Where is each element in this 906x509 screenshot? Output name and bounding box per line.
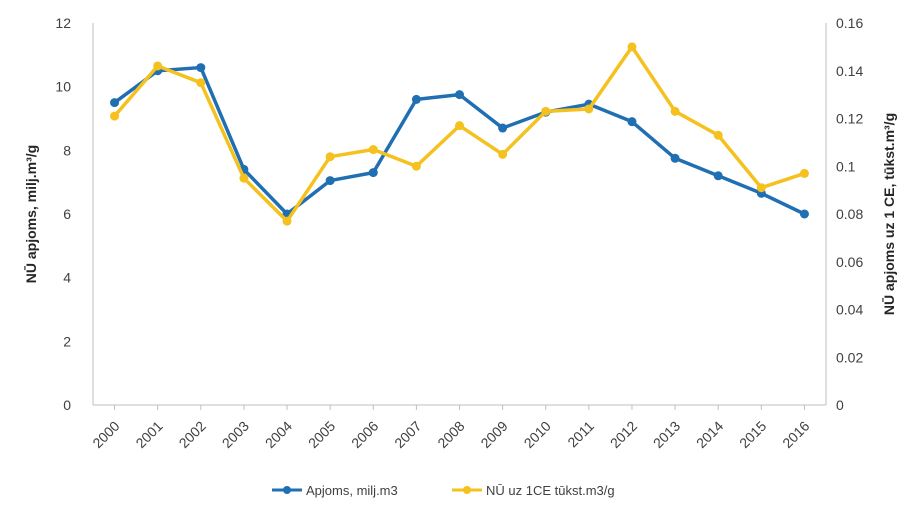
data-point	[498, 123, 508, 133]
data-point	[153, 61, 163, 71]
data-point	[498, 149, 508, 159]
x-tick-label: 2009	[477, 418, 510, 451]
data-point	[670, 106, 680, 116]
y2-tick-label: 0.1	[836, 158, 856, 174]
y2-tick-label: 0.06	[836, 254, 863, 270]
data-point	[196, 78, 206, 88]
x-tick-label: 2011	[564, 418, 597, 451]
data-point	[713, 171, 723, 181]
data-point	[325, 152, 335, 162]
y-axis-title: NŪ apjoms, milj.m³/g	[23, 145, 39, 283]
data-point	[110, 111, 120, 121]
data-point	[627, 117, 637, 127]
y2-tick-label: 0.08	[836, 206, 863, 222]
y-tick-label: 2	[63, 333, 71, 349]
data-point	[455, 90, 464, 100]
x-tick-label: 2014	[693, 418, 726, 451]
x-tick-label: 2002	[176, 418, 209, 451]
data-point	[196, 63, 206, 73]
y2-tick-label: 0.16	[836, 15, 863, 31]
x-tick-label: 2010	[521, 418, 554, 451]
x-tick-label: 2001	[132, 418, 165, 451]
data-point	[411, 161, 421, 171]
data-point	[325, 176, 335, 186]
data-point	[368, 145, 378, 155]
data-point	[411, 94, 421, 104]
data-point	[368, 168, 378, 178]
y2-tick-label: 0	[836, 397, 844, 413]
y-tick-label: 0	[63, 397, 71, 413]
legend-label: NŪ uz 1CE tūkst.m3/g	[486, 483, 615, 498]
data-point	[282, 216, 292, 226]
x-tick-label: 2008	[434, 418, 467, 451]
y2-tick-label: 0.14	[836, 63, 863, 79]
x-tick-label: 2015	[736, 418, 769, 451]
legend-item: NŪ uz 1CE tūkst.m3/g	[452, 483, 615, 498]
x-tick-label: 2016	[779, 418, 812, 451]
data-point	[541, 106, 551, 116]
data-point	[584, 104, 594, 114]
y-tick-label: 12	[55, 15, 71, 31]
data-point	[799, 168, 809, 178]
x-tick-label: 2003	[219, 418, 252, 451]
x-tick-label: 2007	[391, 418, 424, 451]
series-1	[110, 63, 809, 219]
x-tick-label: 2000	[89, 418, 122, 451]
data-point	[799, 209, 809, 219]
legend-label: Apjoms, milj.m3	[306, 483, 398, 498]
data-point	[756, 183, 766, 193]
series-line	[112, 45, 807, 223]
data-point	[627, 42, 637, 52]
y2-tick-label: 0.04	[836, 302, 863, 318]
data-point	[110, 98, 120, 108]
x-tick-label: 2012	[607, 418, 640, 451]
data-point	[713, 130, 723, 140]
y-tick-label: 4	[63, 270, 71, 286]
data-point	[670, 153, 680, 163]
x-tick-label: 2004	[262, 418, 295, 451]
y2-tick-label: 0.02	[836, 349, 863, 365]
y2-axis-title: NŪ apjoms uz 1 CE, tūkst.m³/g	[881, 113, 897, 315]
x-tick-label: 2006	[348, 418, 381, 451]
y-tick-label: 10	[55, 79, 71, 95]
data-point	[239, 173, 249, 183]
y2-tick-label: 0.12	[836, 111, 863, 127]
y-tick-label: 8	[63, 142, 71, 158]
legend: Apjoms, milj.m3 NŪ uz 1CE tūkst.m3/g	[272, 483, 615, 498]
series-line	[112, 65, 807, 216]
series-2	[110, 42, 809, 226]
x-tick-label: 2005	[305, 418, 338, 451]
data-point	[455, 121, 464, 131]
x-tick-label: 2013	[650, 418, 683, 451]
y-tick-label: 6	[63, 206, 71, 222]
legend-item: Apjoms, milj.m3	[272, 483, 398, 498]
